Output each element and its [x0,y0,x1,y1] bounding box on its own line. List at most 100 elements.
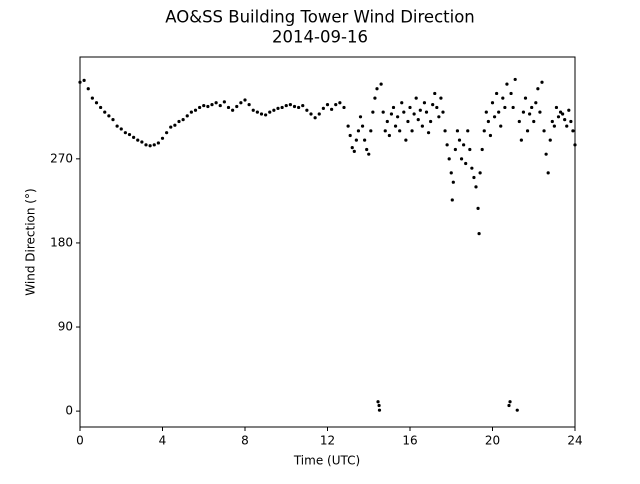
data-point [356,129,361,133]
data-point [264,113,268,117]
data-point [82,78,86,82]
data-point [499,124,503,128]
data-point [482,129,486,133]
data-point [396,115,400,119]
data-point [268,110,272,114]
data-point [466,129,470,133]
data-point [365,147,369,152]
data-point [556,115,561,119]
data-point [389,112,394,116]
data-point [127,132,132,137]
data-point [325,103,330,107]
data-point [468,147,472,152]
data-point [495,91,499,96]
data-point [338,101,342,105]
data-point [375,87,379,91]
x-tick-label: 0 [76,434,84,448]
data-point [334,103,338,107]
data-point [297,105,301,110]
data-point [517,119,521,124]
data-point [393,124,398,128]
data-point [354,138,358,142]
data-point [416,118,420,122]
data-point [177,119,181,124]
data-point [571,129,575,133]
data-point [439,96,443,100]
data-point [317,112,321,116]
data-point [492,115,497,119]
data-point [503,105,507,110]
data-point [477,231,481,236]
data-point [476,206,480,210]
data-point [455,129,460,133]
data-point [173,123,177,127]
data-point [488,133,493,138]
data-point [371,110,375,114]
data-point [412,112,416,116]
data-point [536,87,540,91]
data-point [548,138,552,142]
x-tick-label: 4 [159,434,167,448]
data-point [404,138,408,142]
data-point [379,82,383,86]
data-point [115,124,119,128]
data-point [202,103,206,108]
data-point [222,100,226,104]
data-point [350,146,354,150]
data-point [247,103,251,107]
data-point [280,105,284,110]
data-point [391,105,396,110]
data-point [569,119,573,124]
data-point [447,157,451,161]
data-point [505,82,509,86]
data-point [542,129,546,133]
data-point [457,138,462,142]
data-point [422,101,427,105]
plot-area [78,77,577,412]
data-point [136,138,140,142]
data-point [550,119,554,124]
data-point [429,119,433,124]
data-point [94,101,99,105]
data-point [402,110,406,114]
chart-subtitle: 2014-09-16 [272,28,368,47]
data-point [214,101,218,105]
data-point [474,185,478,189]
data-point [148,144,152,148]
y-tick-label: 90 [58,320,73,334]
data-point [424,110,429,114]
data-point [358,115,363,119]
data-point [501,96,505,100]
data-point [107,114,111,118]
data-point [431,103,435,107]
data-point [480,147,484,152]
data-point [528,112,532,116]
data-point [132,135,136,139]
x-tick-label: 16 [402,434,417,448]
data-point [453,147,457,152]
data-point [462,143,466,147]
data-point [445,143,449,147]
data-point [565,124,569,128]
data-point [451,180,455,184]
data-point [523,96,528,100]
data-point [226,105,231,110]
data-point [210,103,214,107]
data-point [272,108,276,112]
data-point [513,77,517,82]
x-tick-label: 12 [320,434,335,448]
data-point [398,129,402,133]
data-point [239,101,243,105]
data-point [119,127,123,131]
data-point [486,119,490,124]
data-point [530,105,534,110]
data-point [243,98,247,102]
data-point [330,107,334,111]
chart-title: AO&SS Building Tower Wind Direction [165,8,475,27]
x-tick-label: 24 [567,434,582,448]
data-point [400,101,404,105]
data-point [206,104,210,109]
data-point [251,108,255,112]
